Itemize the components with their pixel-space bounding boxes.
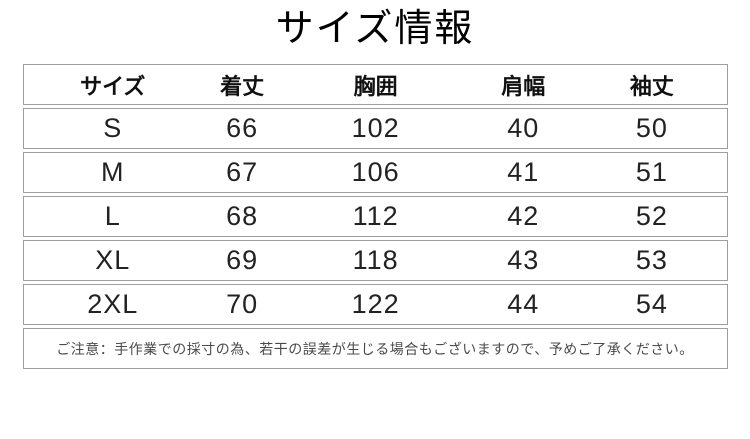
- sleeve-cell: 54: [635, 289, 668, 319]
- table-row-s: S 66 102 40 50: [22, 108, 728, 149]
- table-note-row: ご注意：手作業での採寸の為、若干の誤差が生じる場合もございますので、予めご了承く…: [22, 328, 728, 369]
- size-cell: XL: [95, 245, 131, 275]
- size-cell: S: [103, 113, 123, 143]
- length-cell: 66: [226, 113, 259, 143]
- sleeve-cell: 52: [635, 201, 668, 231]
- length-cell: 70: [226, 289, 259, 319]
- sleeve-cell: 51: [635, 157, 668, 187]
- length-cell: 69: [226, 245, 259, 275]
- size-table: サイズ 着丈 胸囲 肩幅 袖丈 S 66 102 40 50 M 67 106 …: [22, 64, 728, 369]
- chest-cell: 112: [352, 201, 399, 231]
- size-cell: 2XL: [87, 289, 139, 319]
- column-header-length: 着丈: [220, 73, 265, 99]
- table-row-xl: XL 69 118 43 53: [22, 240, 728, 281]
- table-row-2xl: 2XL 70 122 44 54: [22, 284, 728, 325]
- shoulder-cell: 44: [507, 289, 540, 319]
- chest-cell: 102: [351, 113, 400, 143]
- length-cell: 67: [226, 157, 259, 187]
- shoulder-cell: 41: [507, 157, 540, 187]
- length-cell: 68: [226, 201, 259, 231]
- column-header-shoulder: 肩幅: [501, 73, 546, 99]
- column-header-sleeve: 袖丈: [629, 73, 674, 99]
- shoulder-cell: 43: [507, 245, 540, 275]
- table-row-l: L 68 112 42 52: [22, 196, 728, 237]
- chest-cell: 118: [352, 245, 399, 275]
- column-header-size: サイズ: [80, 73, 146, 99]
- column-header-chest: 胸囲: [353, 73, 398, 99]
- shoulder-cell: 42: [507, 201, 540, 231]
- chest-cell: 122: [351, 289, 400, 319]
- size-cell: L: [104, 201, 121, 231]
- chest-cell: 106: [351, 157, 400, 187]
- size-cell: M: [101, 157, 125, 187]
- table-row-m: M 67 106 41 51: [22, 152, 728, 193]
- sleeve-cell: 50: [635, 113, 668, 143]
- table-header-row: サイズ 着丈 胸囲 肩幅 袖丈: [22, 64, 728, 105]
- shoulder-cell: 40: [507, 113, 540, 143]
- page-title: サイズ情報: [275, 8, 475, 50]
- sleeve-cell: 53: [635, 245, 668, 275]
- measurement-note: ご注意：手作業での採寸の為、若干の誤差が生じる場合もございますので、予めご了承く…: [56, 340, 694, 357]
